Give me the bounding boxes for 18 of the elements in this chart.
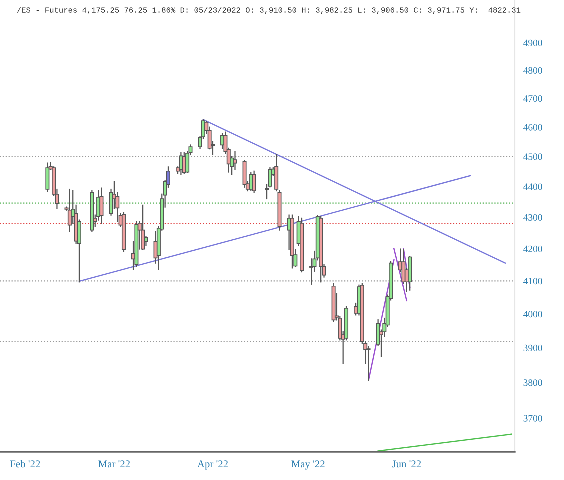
- y-tick-label: 4100: [524, 278, 542, 285]
- y-tick-label: 4900: [524, 40, 542, 46]
- x-tick-label: Jun '22: [392, 460, 422, 468]
- y-tick-label: 4000: [524, 311, 542, 318]
- x-tick-label: May '22: [292, 460, 325, 470]
- y-tick-label: 4400: [524, 184, 542, 190]
- x-tick-label: Mar '22: [98, 460, 130, 468]
- y-tick-label: 4800: [524, 67, 542, 74]
- y-tick-label: 3700: [524, 415, 542, 422]
- y-tick-label: 4700: [524, 96, 542, 102]
- y-tick-label: 4500: [524, 154, 542, 160]
- y-tick-label: 4600: [524, 124, 542, 131]
- y-tick-label: 3800: [524, 380, 542, 386]
- x-tick-label: Feb '22: [10, 460, 40, 468]
- x-tick-label: Apr '22: [198, 460, 228, 470]
- y-tick-label: 3900: [524, 344, 542, 352]
- y-tick-label: 4300: [524, 214, 542, 221]
- y-tick-label: 4200: [524, 246, 542, 252]
